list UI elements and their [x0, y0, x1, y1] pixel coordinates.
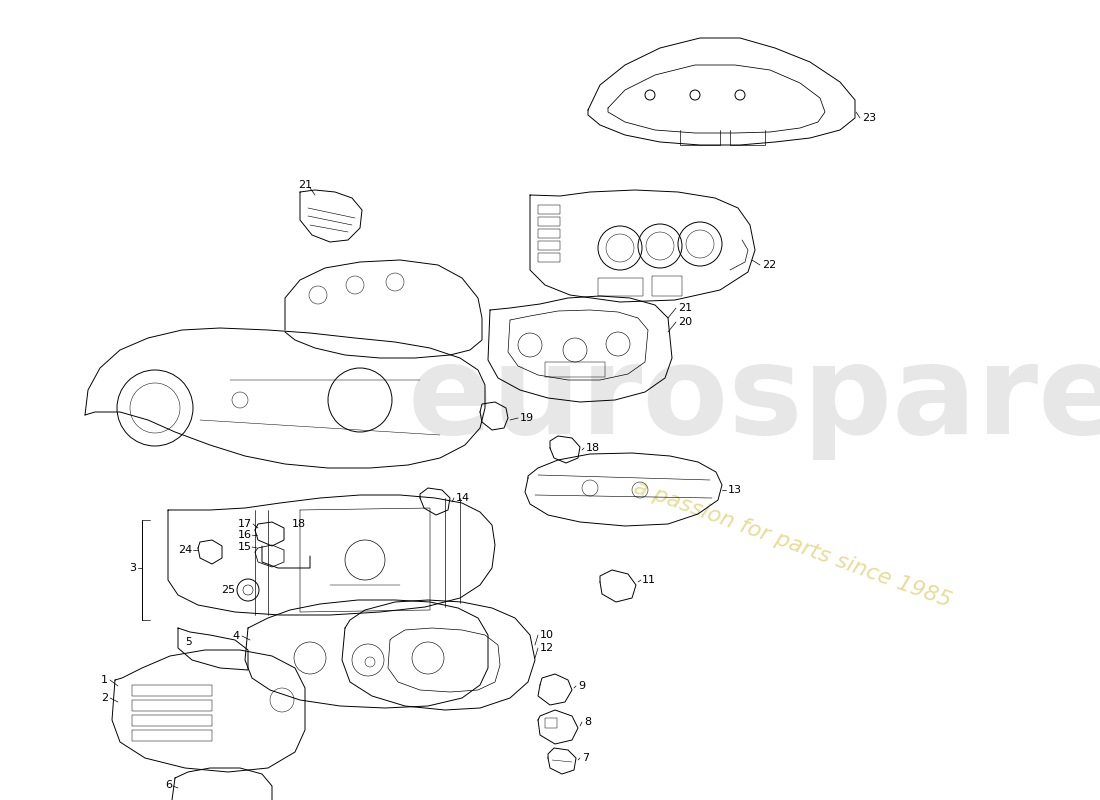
Text: 16: 16: [238, 530, 252, 540]
Text: 13: 13: [728, 485, 743, 495]
Text: 6: 6: [165, 780, 172, 790]
Text: 7: 7: [582, 753, 590, 763]
Text: 18: 18: [586, 443, 601, 453]
Bar: [132, 700, 212, 711]
Bar: [132, 685, 212, 696]
Text: 25: 25: [221, 585, 235, 595]
Text: 22: 22: [762, 260, 777, 270]
Text: eurospares: eurospares: [408, 339, 1100, 461]
Text: 9: 9: [578, 681, 585, 691]
Text: 19: 19: [520, 413, 535, 423]
Bar: [132, 715, 212, 726]
Text: 21: 21: [678, 303, 692, 313]
Text: 20: 20: [678, 317, 692, 327]
Text: 2: 2: [101, 693, 108, 703]
Bar: [538, 241, 560, 250]
Bar: [538, 229, 560, 238]
Bar: [544, 718, 557, 728]
Text: 23: 23: [862, 113, 876, 123]
Bar: [652, 276, 682, 296]
Text: 3: 3: [129, 563, 136, 573]
Text: a passion for parts since 1985: a passion for parts since 1985: [630, 477, 954, 611]
Bar: [538, 217, 560, 226]
Bar: [538, 205, 560, 214]
Bar: [538, 253, 560, 262]
Text: 15: 15: [238, 542, 252, 552]
Text: 12: 12: [540, 643, 554, 653]
Text: 11: 11: [642, 575, 656, 585]
Bar: [598, 278, 644, 296]
Text: 21: 21: [298, 180, 312, 190]
Text: 4: 4: [233, 631, 240, 641]
Text: 14: 14: [456, 493, 470, 503]
Bar: [544, 362, 605, 377]
Text: 18: 18: [292, 519, 306, 529]
Bar: [132, 730, 212, 741]
Text: 1: 1: [101, 675, 108, 685]
Text: 10: 10: [540, 630, 554, 640]
Text: 24: 24: [178, 545, 192, 555]
Text: 8: 8: [584, 717, 591, 727]
Text: 17: 17: [238, 519, 252, 529]
Text: 5: 5: [185, 637, 191, 647]
